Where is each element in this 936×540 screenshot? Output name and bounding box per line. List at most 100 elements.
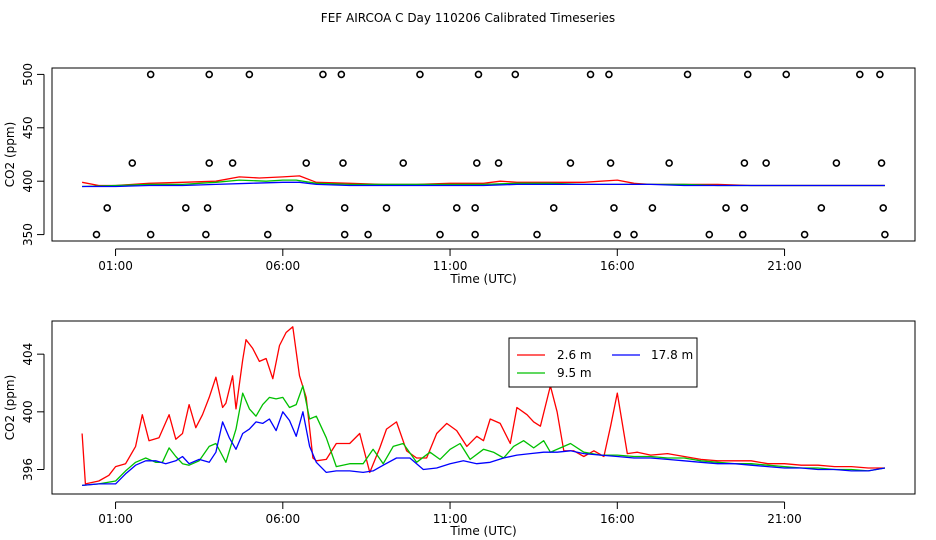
bottom-y-axis: 396 400 404 [21, 343, 45, 481]
calibration-point [876, 70, 884, 79]
legend-label-2-6m: 2.6 m [557, 348, 592, 362]
calibration-point [665, 159, 673, 167]
calibration-point [202, 230, 210, 239]
calibration-point [205, 159, 214, 167]
calibration-point [705, 230, 714, 239]
calibration-point [364, 230, 372, 239]
calibration-point [549, 204, 558, 212]
top-panel: 01:00 06:00 11:00 16:00 21:00 350 400 450 500 T… [3, 63, 916, 286]
calibration-point [613, 230, 622, 239]
bottom-x-tick-label: 01:00 [98, 512, 133, 526]
legend-label-17-8m: 17.8 m [651, 348, 693, 362]
top-y-tick-label: 350 [21, 223, 35, 246]
top-x-tick-label: 21:00 [767, 259, 802, 273]
top-series-line-2-6m [81, 175, 885, 187]
bottom-series-line-17-8m [82, 411, 886, 487]
calibration-point [339, 159, 347, 167]
calibration-point [471, 204, 479, 212]
calibration-point [817, 204, 826, 212]
calibration-point [337, 70, 346, 79]
calibration-point [103, 204, 111, 212]
calibration-point [205, 70, 214, 79]
top-x-tick-label: 16:00 [600, 259, 635, 273]
calibration-point [511, 70, 520, 79]
calibration-point [473, 159, 481, 167]
bottom-x-tick-label: 16:00 [600, 512, 635, 526]
bottom-series-line-9-5m [82, 385, 886, 487]
top-x-tick-label: 01:00 [98, 259, 133, 273]
calibration-point [605, 70, 613, 79]
calibration-point [436, 230, 444, 239]
calibration-point [452, 204, 461, 212]
calibration-point [606, 159, 615, 167]
calibration-point [228, 159, 237, 167]
calibration-point [648, 204, 657, 212]
calibration-point [630, 230, 638, 239]
calibration-point [245, 70, 254, 79]
bottom-x-tick-label: 11:00 [433, 512, 468, 526]
bottom-panel: 01:00 06:00 11:00 16:00 21:00 396 400 404 Time… [3, 320, 916, 538]
calibration-point [722, 204, 730, 212]
calibration-point [263, 230, 272, 239]
bottom-x-tick-label: 06:00 [266, 512, 301, 526]
calibration-point [128, 159, 137, 167]
calibration-point [203, 204, 212, 212]
top-x-tick-label: 06:00 [266, 259, 301, 273]
calibration-point [762, 159, 770, 167]
top-x-axis: 01:00 06:00 11:00 16:00 21:00 [98, 248, 802, 273]
legend: 2.6 m 9.5 m 17.8 m [508, 337, 698, 388]
calibration-point [340, 204, 349, 212]
calibration-point [146, 230, 155, 239]
top-plot-frame [51, 67, 916, 242]
calibration-point [471, 230, 479, 239]
bottom-series-line-2-6m [81, 326, 885, 485]
top-y-tick-label: 450 [21, 116, 35, 139]
calibration-point [610, 204, 618, 212]
bottom-x-axis-label: Time (UTC) [449, 524, 516, 538]
calibration-point [340, 230, 349, 239]
calibration-point [881, 230, 889, 239]
calibration-point [319, 70, 327, 79]
top-series-lines [81, 175, 885, 188]
calibration-point [782, 70, 791, 79]
calibration-point [474, 70, 483, 79]
calibration-point [382, 204, 391, 212]
calibration-point [877, 159, 886, 167]
calibration-point [738, 230, 747, 239]
calibration-point [181, 204, 190, 212]
calibration-point [740, 159, 749, 167]
bottom-plot-frame [51, 320, 916, 495]
calibration-point [533, 230, 541, 239]
bottom-y-axis-label: CO2 (ppm) [3, 375, 17, 441]
top-y-tick-label: 500 [21, 63, 35, 86]
legend-label-9-5m: 9.5 m [557, 366, 592, 380]
calibration-point [879, 204, 888, 212]
calibration-point [92, 230, 101, 239]
figure-title: FEF AIRCOA C Day 110206 Calibrated Times… [321, 11, 615, 25]
top-x-tick-label: 11:00 [433, 259, 468, 273]
calibration-point [740, 204, 749, 212]
top-y-axis-label: CO2 (ppm) [3, 122, 17, 188]
calibration-point [494, 159, 503, 167]
bottom-x-tick-label: 21:00 [767, 512, 802, 526]
bottom-x-axis: 01:00 06:00 11:00 16:00 21:00 [98, 501, 802, 526]
calibration-point [856, 70, 864, 79]
calibration-point [285, 204, 294, 212]
top-y-tick-label: 400 [21, 170, 35, 193]
bottom-series-lines [81, 326, 886, 487]
top-calibration-points [92, 70, 889, 239]
top-y-axis: 350 400 450 500 [21, 63, 45, 246]
calibration-point [743, 70, 752, 79]
bottom-y-tick-label: 400 [21, 400, 35, 423]
calibration-point [683, 70, 692, 79]
calibration-point [399, 159, 408, 167]
calibration-point [146, 70, 155, 79]
bottom-y-tick-label: 404 [21, 343, 35, 366]
bottom-y-tick-label: 396 [21, 458, 35, 481]
calibration-point [832, 159, 841, 167]
calibration-point [566, 159, 575, 167]
calibration-point [800, 230, 809, 239]
top-x-axis-label: Time (UTC) [449, 272, 516, 286]
legend-box [508, 337, 698, 388]
